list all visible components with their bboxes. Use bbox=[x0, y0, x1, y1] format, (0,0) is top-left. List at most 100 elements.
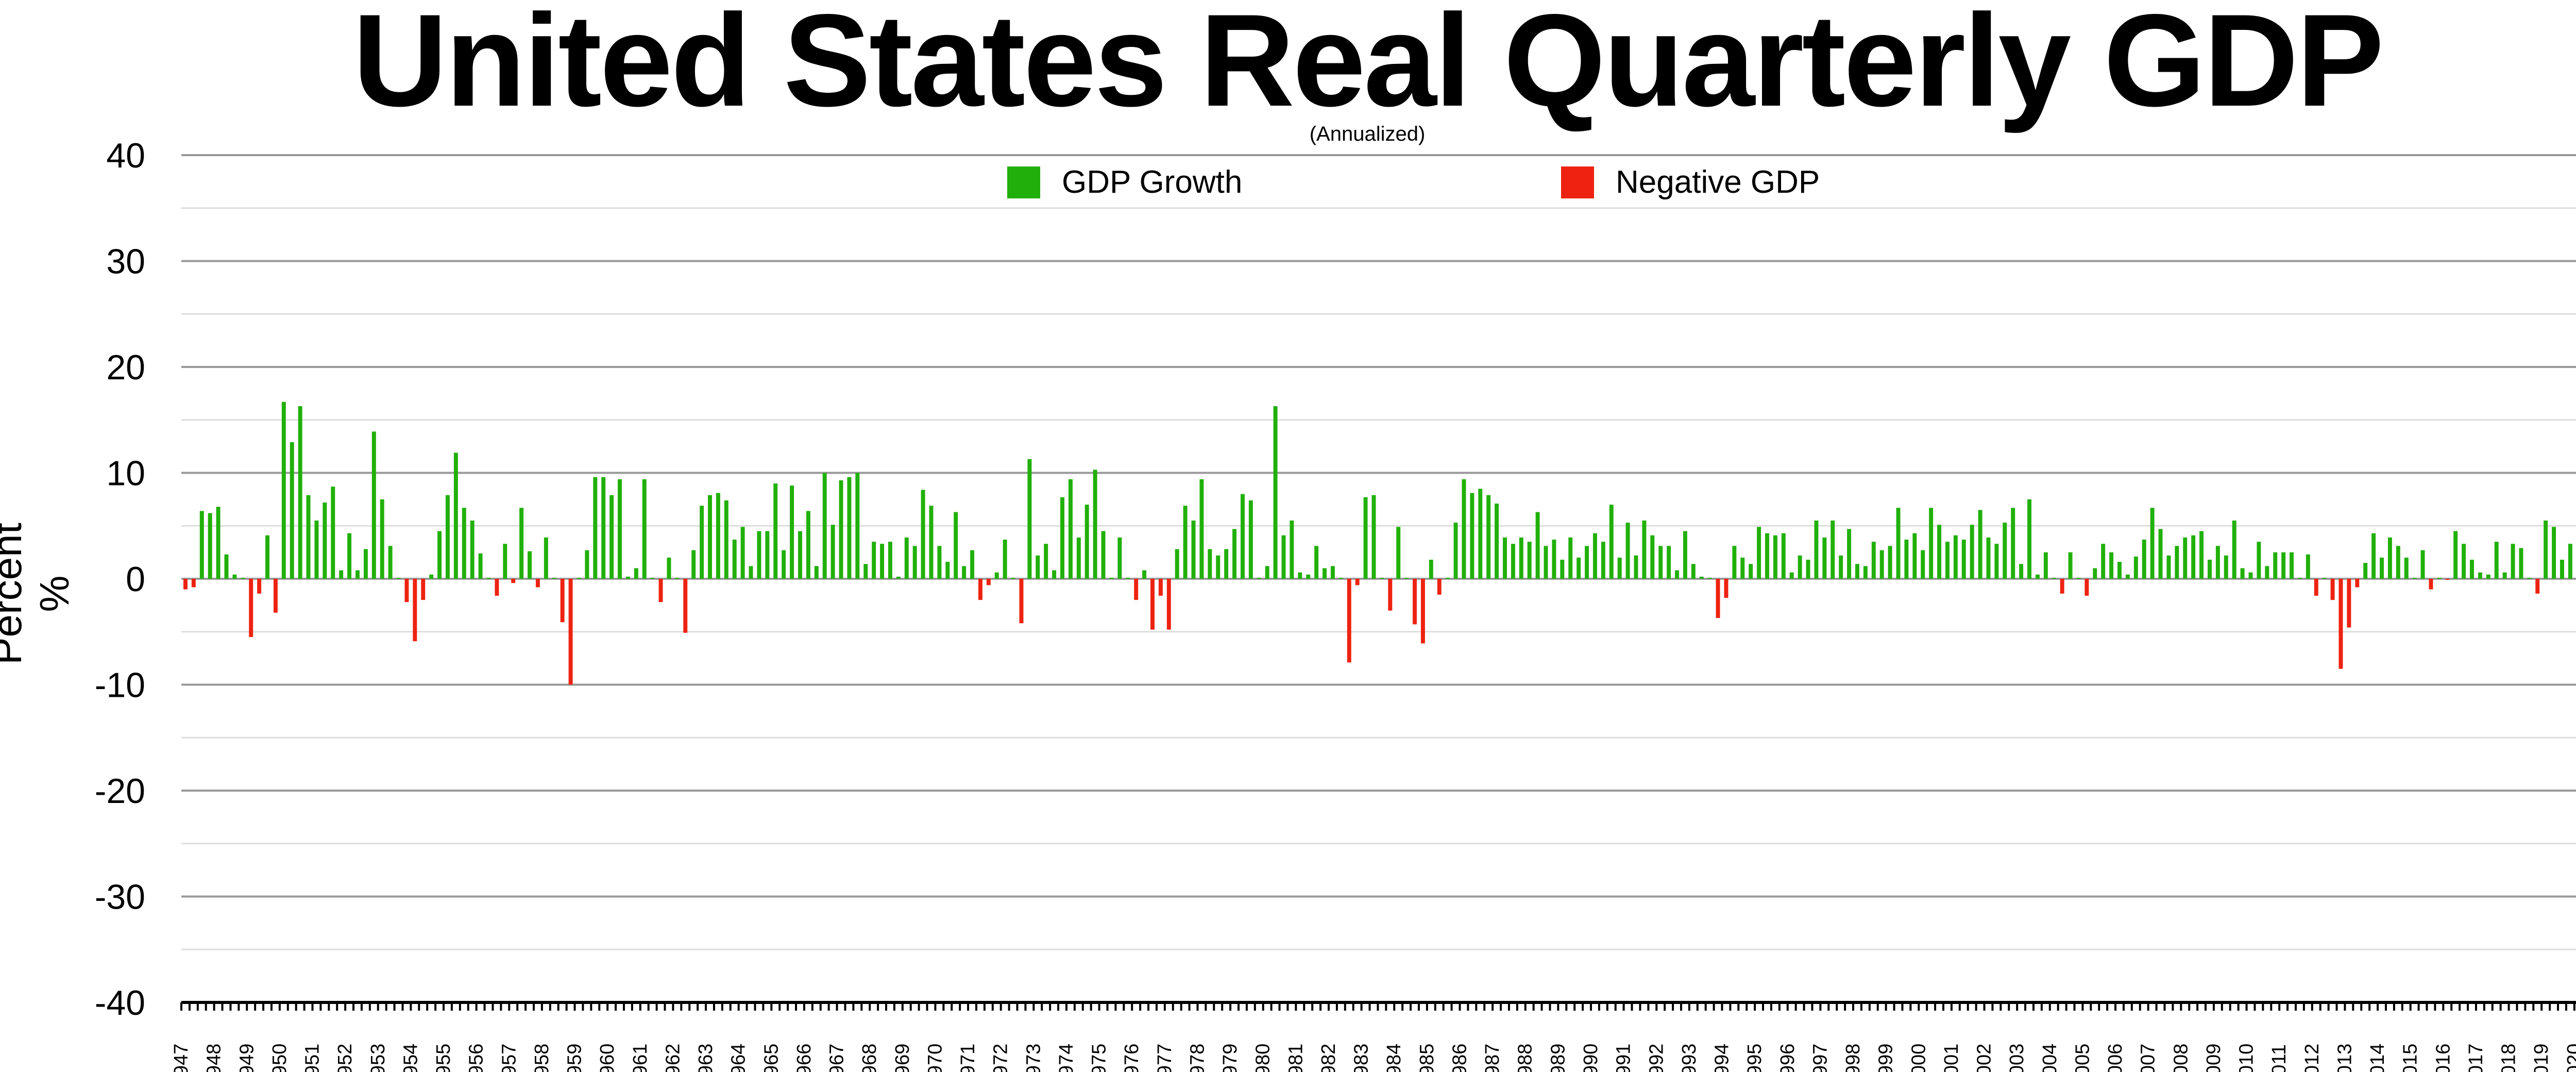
bar-positive bbox=[863, 564, 868, 579]
bar-negative bbox=[986, 579, 991, 585]
bar-positive bbox=[2052, 577, 2056, 579]
bar-positive bbox=[1027, 459, 1032, 579]
x-tick-label: 1968 bbox=[859, 1044, 880, 1072]
bar-positive bbox=[1191, 520, 1196, 579]
bar-positive bbox=[1757, 527, 1761, 579]
x-tick-label: 1963 bbox=[695, 1044, 717, 1072]
x-tick-label: 2007 bbox=[2138, 1044, 2159, 1072]
x-tick-label: 2004 bbox=[2039, 1044, 2061, 1072]
bar-negative bbox=[568, 579, 573, 685]
bar-positive bbox=[1544, 546, 1548, 579]
bar-positive bbox=[1650, 535, 1655, 579]
bar-positive bbox=[1781, 533, 1786, 579]
bar-positive bbox=[2175, 546, 2179, 579]
bar-positive bbox=[757, 531, 761, 579]
bar-negative bbox=[978, 579, 982, 600]
legend-swatch-growth bbox=[1007, 166, 1040, 198]
x-tick-label: 1993 bbox=[1679, 1044, 1700, 1072]
bar-positive bbox=[2470, 560, 2474, 579]
bar-positive bbox=[1749, 564, 1753, 579]
bar-positive bbox=[2396, 546, 2400, 579]
bar-positive bbox=[2011, 508, 2015, 579]
bar-positive bbox=[1904, 539, 1909, 579]
bar-positive bbox=[2158, 529, 2163, 579]
x-tick-label: 1998 bbox=[1842, 1044, 1864, 1072]
bar-positive bbox=[2453, 531, 2458, 579]
bar-positive bbox=[1396, 527, 1401, 579]
bar-positive bbox=[347, 533, 352, 579]
bar-positive bbox=[216, 507, 221, 579]
bar-negative bbox=[1724, 579, 1728, 598]
bar-positive bbox=[1084, 505, 1089, 579]
bar-positive bbox=[667, 557, 671, 579]
bar-positive bbox=[929, 506, 934, 579]
bar-positive bbox=[642, 479, 647, 579]
bar-positive bbox=[1044, 544, 1048, 579]
bar-positive bbox=[994, 572, 999, 579]
x-tick-label: 1947 bbox=[171, 1044, 192, 1072]
x-tick-label: 1981 bbox=[1285, 1044, 1307, 1072]
bar-positive bbox=[1109, 577, 1114, 579]
bar-positive bbox=[2544, 520, 2548, 579]
bar-positive bbox=[2380, 557, 2384, 579]
bar-negative bbox=[2445, 579, 2450, 580]
y-tick-label-left: 30 bbox=[106, 242, 145, 281]
bar-positive bbox=[1208, 549, 1212, 579]
bar-positive bbox=[1625, 523, 1630, 579]
bar-positive bbox=[1601, 542, 1605, 579]
bar-positive bbox=[1314, 546, 1319, 579]
x-tick-label: 1991 bbox=[1613, 1044, 1635, 1072]
bar-positive bbox=[2215, 546, 2220, 579]
bar-positive bbox=[1896, 508, 1901, 579]
bar-positive bbox=[1699, 576, 1704, 579]
x-tick-label: 1979 bbox=[1219, 1044, 1241, 1072]
bar-positive bbox=[691, 550, 696, 579]
bar-positive bbox=[822, 473, 827, 579]
bar-positive bbox=[1675, 570, 1679, 579]
bar-positive bbox=[2568, 544, 2572, 579]
x-tick-label: 1990 bbox=[1580, 1044, 1602, 1072]
bar-positive bbox=[1281, 535, 1286, 579]
bar-positive bbox=[1240, 494, 1245, 579]
bar-positive bbox=[2486, 574, 2490, 579]
x-tick-label: 1971 bbox=[957, 1044, 979, 1072]
bar-positive bbox=[1036, 555, 1040, 579]
bar-positive bbox=[798, 531, 802, 579]
bar-positive bbox=[208, 513, 212, 579]
bar-negative bbox=[1716, 579, 1720, 618]
bar-positive bbox=[1257, 577, 1261, 579]
bar-positive bbox=[2511, 544, 2515, 579]
bar-positive bbox=[1740, 557, 1745, 579]
bar-positive bbox=[1093, 470, 1097, 579]
x-tick-label: 1995 bbox=[1744, 1044, 1766, 1072]
bar-positive bbox=[2273, 552, 2278, 579]
bar-negative bbox=[683, 579, 688, 633]
bar-positive bbox=[1519, 537, 1523, 579]
chart-subtitle: (Annualized) bbox=[1309, 123, 1426, 145]
y-tick-label-left: -30 bbox=[95, 878, 145, 917]
legend-label-negative: Negative GDP bbox=[1616, 164, 1820, 200]
bar-positive bbox=[1323, 568, 1327, 579]
bar-negative bbox=[1134, 579, 1139, 600]
bar-positive bbox=[896, 576, 901, 579]
bar-positive bbox=[618, 479, 622, 579]
bar-positive bbox=[1994, 544, 1999, 579]
bar-positive bbox=[954, 512, 958, 579]
x-tick-label: 1970 bbox=[924, 1044, 946, 1072]
bar-negative bbox=[1388, 579, 1393, 611]
bar-positive bbox=[1076, 537, 1081, 579]
bar-negative bbox=[1413, 579, 1417, 625]
x-tick-label: 1948 bbox=[204, 1044, 225, 1072]
bar-positive bbox=[2560, 560, 2564, 579]
x-tick-label: 1955 bbox=[433, 1044, 454, 1072]
bar-positive bbox=[1912, 533, 1917, 579]
bar-positive bbox=[2101, 544, 2106, 579]
legend-label-growth: GDP Growth bbox=[1062, 164, 1243, 200]
bar-positive bbox=[1765, 533, 1769, 579]
bar-positive bbox=[2076, 577, 2081, 579]
bar-positive bbox=[1117, 537, 1122, 579]
bar-positive bbox=[2257, 542, 2261, 579]
bar-positive bbox=[2297, 577, 2302, 579]
bar-positive bbox=[503, 544, 507, 579]
bar-negative bbox=[1437, 579, 1442, 595]
